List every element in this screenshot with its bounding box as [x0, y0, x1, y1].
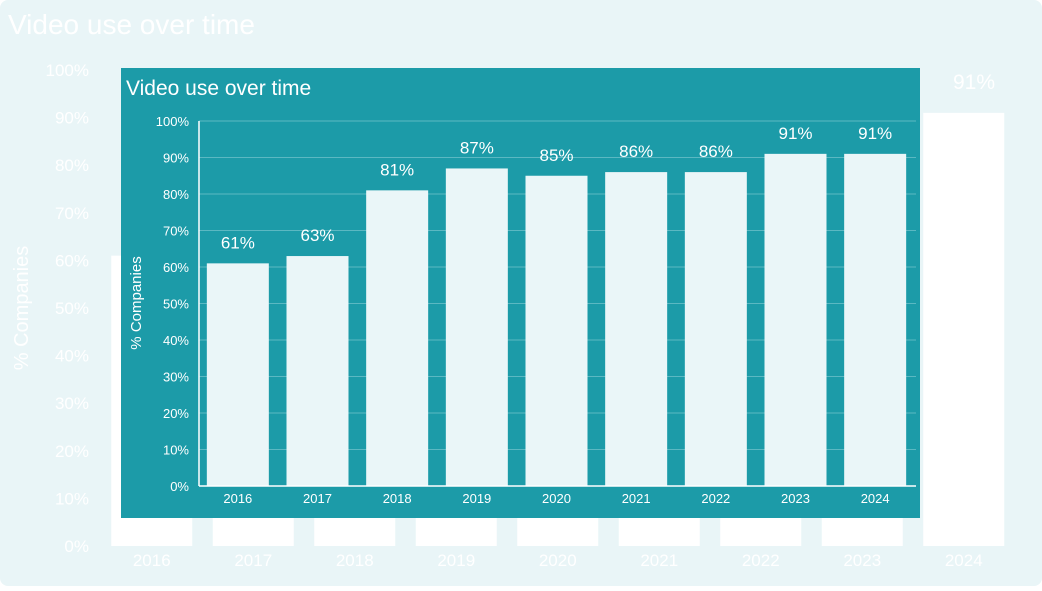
y-tick-label: 80%: [163, 187, 189, 202]
background-chart-y-axis-label: % Companies: [11, 246, 33, 371]
y-tick-label: 20%: [163, 406, 189, 421]
x-tick-label-2023: 2023: [781, 491, 810, 506]
background-bar: [923, 112, 1005, 546]
background-x-tick-label: 2017: [234, 551, 272, 570]
background-y-tick-label: 50%: [55, 299, 89, 318]
background-x-tick-label: 2020: [539, 551, 577, 570]
x-tick-label-2019: 2019: [462, 491, 491, 506]
y-tick-label: 70%: [163, 224, 189, 239]
background-y-tick-label: 60%: [55, 251, 89, 270]
y-tick-label: 60%: [163, 260, 189, 275]
background-chart-x-ticks: 2016 2017 2018 2019 2020 2021 2022 2023 2024: [133, 551, 983, 570]
value-label-2022: 86%: [699, 142, 733, 161]
background-y-tick-label: 0%: [64, 537, 89, 556]
y-tick-label: 100%: [156, 114, 190, 129]
bar-2022: [684, 172, 747, 486]
background-y-tick-label: 20%: [55, 442, 89, 461]
background-y-tick-label: 10%: [55, 489, 89, 508]
background-y-tick-label: 90%: [55, 109, 89, 128]
background-y-tick-label: 70%: [55, 204, 89, 223]
background-chart-y-ticks: 0% 10% 20% 30% 40% 50% 60% 70% 80% 90% 100%: [46, 61, 89, 556]
x-tick-label-2016: 2016: [223, 491, 252, 506]
x-axis-ticks: 2016 2017 2018 2019 2020 2021 2022 2023 2024: [223, 491, 889, 506]
main-chart: Video use over time % Companies 0% 10% 20%…: [121, 68, 920, 518]
value-label-2018: 81%: [380, 160, 414, 179]
background-x-tick-label: 2023: [843, 551, 881, 570]
background-chart-title: Video use over time: [8, 9, 255, 40]
value-label-2020: 85%: [539, 146, 573, 165]
y-tick-label: 90%: [163, 151, 189, 166]
value-label-2024: 91%: [858, 124, 892, 143]
background-x-tick-label: 2016: [133, 551, 171, 570]
bar-2024: [844, 153, 907, 486]
value-labels: 61% 63% 81% 87% 85% 86% 86% 91% 91%: [221, 124, 892, 253]
y-axis-ticks: 0% 10% 20% 30% 40% 50% 60% 70% 80% 90% 100%: [156, 114, 190, 494]
bar-2021: [605, 172, 668, 486]
background-x-tick-label: 2024: [945, 551, 983, 570]
background-x-tick-label: 2018: [336, 551, 374, 570]
value-label-2017: 63%: [300, 226, 334, 245]
value-label-2023: 91%: [778, 124, 812, 143]
bar-2016: [206, 263, 269, 486]
value-label-2019: 87%: [460, 138, 494, 157]
y-tick-label: 40%: [163, 333, 189, 348]
x-tick-label-2017: 2017: [303, 491, 332, 506]
value-label-2016: 61%: [221, 233, 255, 252]
bar-2018: [366, 190, 429, 486]
y-tick-label: 30%: [163, 370, 189, 385]
y-tick-label: 50%: [163, 297, 189, 312]
chart-title: Video use over time: [126, 77, 311, 100]
background-y-tick-label: 30%: [55, 394, 89, 413]
background-x-tick-label: 2021: [640, 551, 678, 570]
background-y-tick-label: 40%: [55, 347, 89, 366]
y-tick-label: 0%: [170, 479, 189, 494]
x-tick-label-2024: 2024: [861, 491, 890, 506]
value-label-2021: 86%: [619, 142, 653, 161]
y-axis-label: % Companies: [128, 256, 145, 349]
bars: [206, 153, 907, 486]
background-x-tick-label: 2022: [742, 551, 780, 570]
background-y-tick-label: 100%: [46, 61, 89, 80]
background-x-tick-label: 2019: [437, 551, 475, 570]
y-tick-label: 10%: [163, 443, 189, 458]
bar-2023: [764, 153, 827, 486]
bar-2019: [445, 168, 508, 486]
x-tick-label-2018: 2018: [383, 491, 412, 506]
background-y-tick-label: 80%: [55, 156, 89, 175]
bar-2017: [286, 256, 349, 486]
x-tick-label-2021: 2021: [622, 491, 651, 506]
x-tick-label-2022: 2022: [701, 491, 730, 506]
x-tick-label-2020: 2020: [542, 491, 571, 506]
background-chart-value-label: 91%: [953, 71, 995, 94]
bar-2020: [525, 175, 588, 486]
